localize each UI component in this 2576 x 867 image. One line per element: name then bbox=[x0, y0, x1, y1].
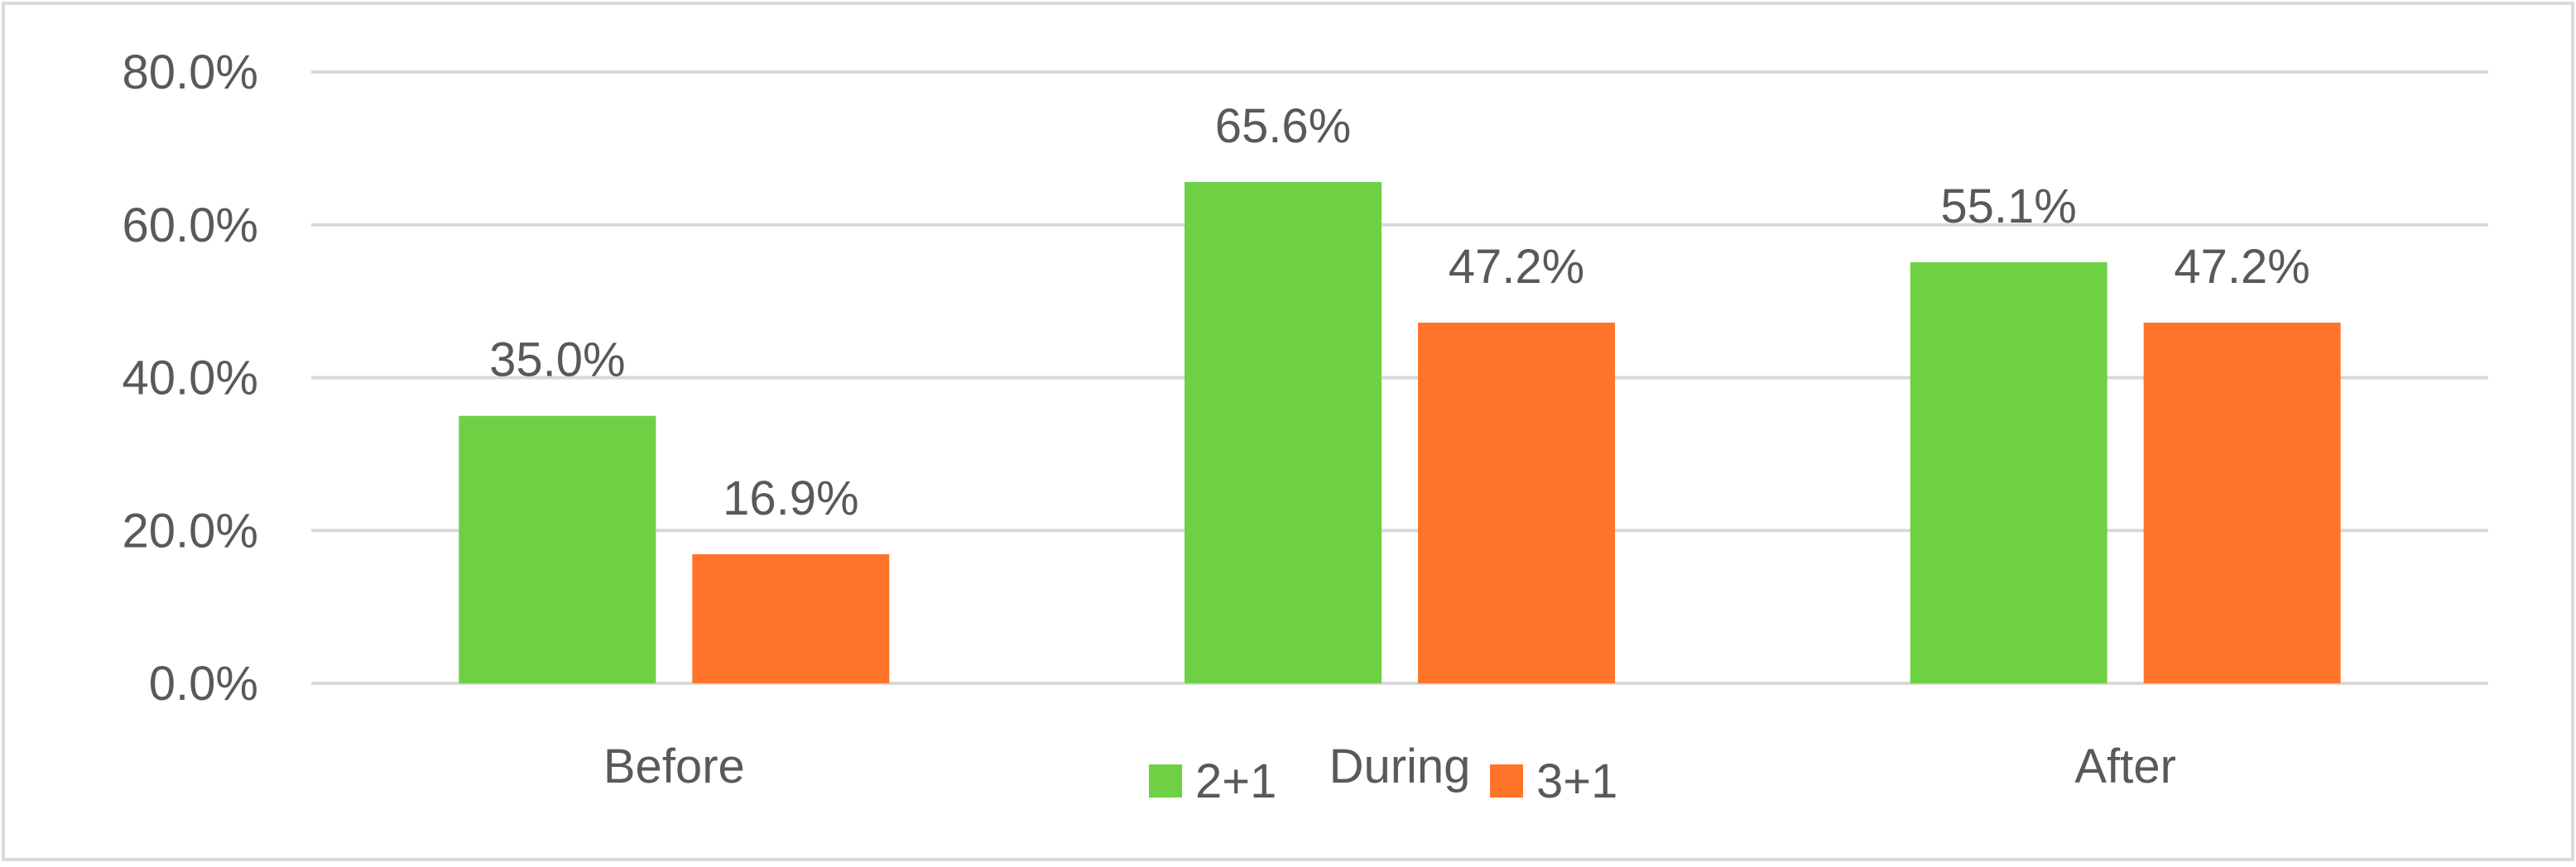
bar-3+1-after bbox=[2143, 322, 2341, 683]
y-tick-label: 0.0% bbox=[149, 657, 258, 711]
legend-label-3+1: 3+1 bbox=[1536, 754, 1617, 808]
bars bbox=[459, 182, 2341, 683]
legend-label-2+1: 2+1 bbox=[1195, 754, 1276, 808]
legend-swatch-2+1 bbox=[1149, 764, 1182, 798]
data-label: 47.2% bbox=[2174, 240, 2309, 294]
gridlines bbox=[311, 70, 2488, 685]
y-axis-tick-labels: 0.0% 20.0% 40.0% 60.0% 80.0% bbox=[123, 46, 258, 711]
y-tick-label: 20.0% bbox=[123, 504, 258, 558]
data-label: 35.0% bbox=[489, 333, 625, 387]
bar-2+1-before bbox=[459, 415, 656, 683]
data-label: 65.6% bbox=[1215, 99, 1351, 153]
bar-2+1-after bbox=[1910, 262, 2107, 683]
bar-2+1-during bbox=[1185, 182, 1382, 683]
bar-3+1-before bbox=[692, 553, 890, 683]
category-label-before: Before bbox=[603, 740, 745, 793]
legend-swatch-3+1 bbox=[1490, 764, 1523, 798]
y-tick-label: 40.0% bbox=[123, 352, 258, 405]
x-axis-category-labels: Before During After bbox=[603, 740, 2176, 793]
data-label: 16.9% bbox=[723, 472, 858, 525]
legend: 2+1 3+1 bbox=[1149, 754, 1617, 808]
y-tick-label: 80.0% bbox=[123, 46, 258, 99]
data-labels: 35.0% 16.9% 65.6% 47.2% 55.1% 47.2% bbox=[489, 99, 2310, 525]
data-label: 55.1% bbox=[1940, 180, 2076, 233]
category-label-during: During bbox=[1329, 740, 1471, 793]
bar-3+1-during bbox=[1418, 322, 1615, 683]
y-tick-label: 60.0% bbox=[123, 199, 258, 252]
data-label: 47.2% bbox=[1449, 240, 1584, 294]
category-label-after: After bbox=[2074, 740, 2176, 793]
